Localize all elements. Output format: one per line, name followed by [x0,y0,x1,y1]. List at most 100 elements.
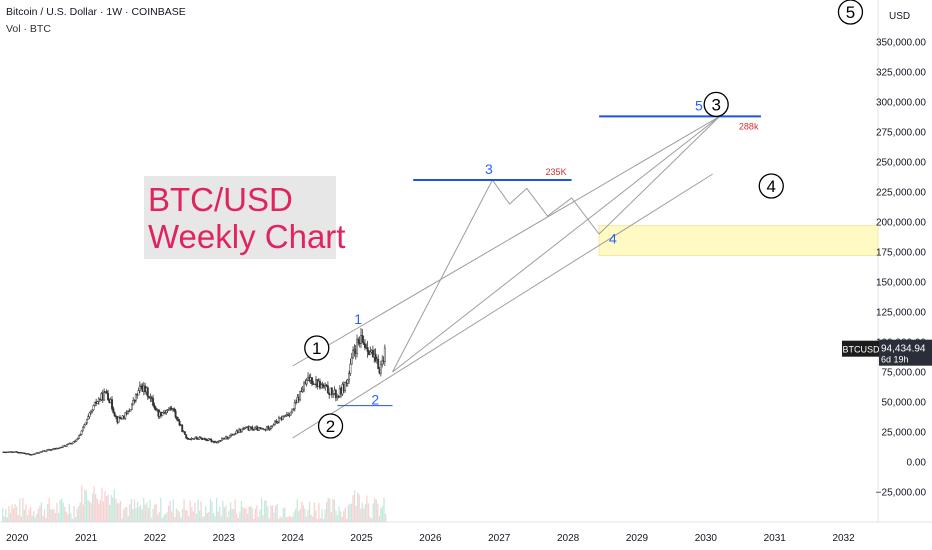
volume-bar [211,501,213,522]
symbol-header: Bitcoin / U.S. Dollar · 1W · COINBASE [6,6,186,18]
candle-body [219,440,222,442]
volume-bar [174,517,176,522]
volume-bar [25,504,27,522]
volume-bar [234,499,236,522]
volume-bar [172,499,174,522]
candle-body [371,350,374,358]
volume-bar [40,502,43,522]
y-tick-label: −25,000.00 [876,488,927,499]
volume-bar [273,512,275,522]
volume-bar [146,502,148,522]
candle-body [346,379,349,384]
x-tick-label: 2032 [832,533,855,544]
volume-bar [240,501,243,522]
candle-body [112,408,115,414]
volume-bar [319,518,322,522]
volume-bar [62,502,64,522]
volume-bar [110,495,112,522]
volume-bar [372,503,374,522]
candle-body [183,431,186,435]
volume-bar [47,504,49,522]
candle-body [15,451,18,453]
y-tick-label: 325,000.00 [876,68,926,79]
candle-body [210,439,213,442]
volume-bar [102,501,105,522]
volume-bar [152,508,154,522]
candle-body [348,373,351,381]
candle-body [349,363,352,374]
x-tick-label: 2026 [419,533,442,544]
volume-bar [36,513,38,522]
candle-body [205,438,208,441]
candle-body [92,405,95,411]
candle-body [305,380,308,385]
volume-bar [209,498,212,522]
y-tick-label: 125,000.00 [876,308,926,319]
y-tick-label: 350,000.00 [876,38,926,49]
volume-bar [31,515,33,522]
candle-body [379,364,382,374]
candle-body [165,410,168,413]
volume-bar [264,500,266,522]
volume-bar [339,511,342,522]
volume-bar [87,499,89,522]
volume-bar [169,500,171,522]
volume-bar [374,498,376,522]
candle-body [361,335,364,343]
volume-bar [335,510,337,522]
volume-bar [178,511,181,522]
candle-body [88,412,91,417]
volume-bar [236,513,238,522]
circled-wave-label-1: 1 [312,339,321,358]
candle-body [369,351,372,355]
volume-bar [268,518,270,522]
volume-bar [129,504,131,522]
volume-bar [160,497,162,522]
volume-bar [282,508,284,522]
candle-body [381,360,384,365]
channel-lower-line [292,173,713,439]
volume-bar [301,501,303,522]
candle-body [137,390,140,396]
volume-bar [85,490,88,522]
y-tick-label: 0.00 [907,458,927,469]
candle-body [362,342,365,345]
volume-bar [11,504,13,522]
volume-bar [183,499,185,522]
volume-bar [375,499,377,522]
volume-bar [98,503,100,522]
candle-body [273,420,276,425]
y-tick-label: 250,000.00 [876,158,926,169]
currency-label: USD [889,11,910,22]
volume-bar [5,509,7,522]
candle-body [276,421,279,424]
price-tag-symbol: BTCUSD [842,345,880,355]
candle-body [240,428,243,432]
candle-body [128,410,131,413]
candle-body [267,426,270,430]
volume-bar [358,494,360,522]
x-tick-label: 2027 [488,533,511,544]
y-tick-label: 300,000.00 [876,98,926,109]
volume-bar [79,502,81,522]
volume-bar [101,487,103,522]
volume-bar [126,507,128,522]
candle-body [258,427,260,431]
volume-bar [260,497,263,522]
volume-bar [67,514,69,522]
candle-body [132,399,135,406]
volume-bar [33,511,35,522]
candle-body [97,398,100,402]
volume-bar [274,505,277,522]
candle-body [174,410,177,418]
volume-bar [20,516,22,522]
volume-bar [239,511,241,522]
volume-bar [200,501,202,522]
volume-bar [349,503,351,522]
volume-bar [332,499,334,522]
candle-body [275,420,278,423]
volume-bar [293,512,295,522]
candle-body [154,407,157,411]
circled-wave-2 [317,413,344,439]
